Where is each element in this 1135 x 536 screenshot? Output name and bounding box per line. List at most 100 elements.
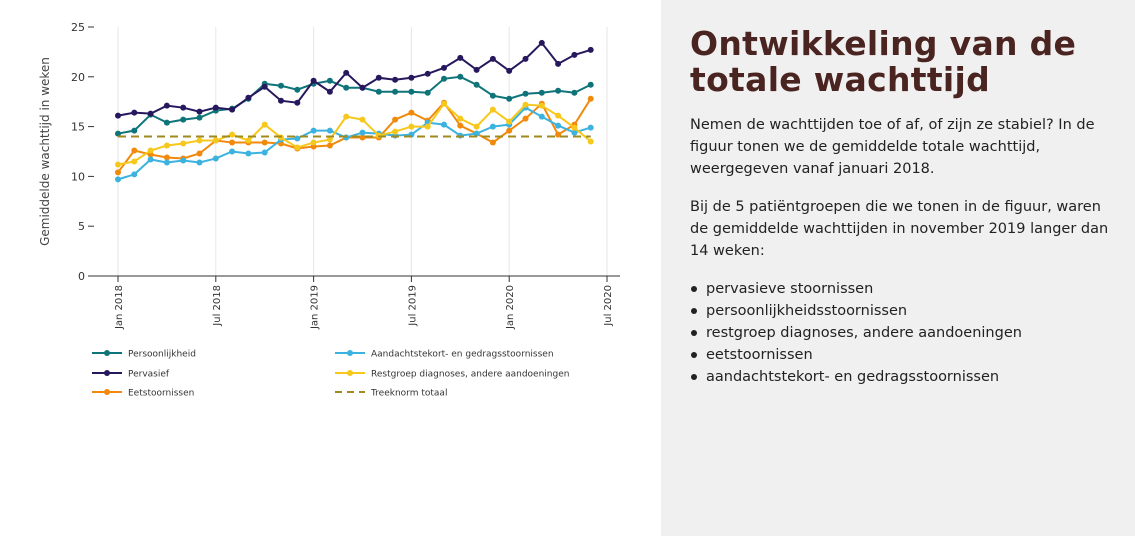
data-point: [424, 89, 431, 96]
legend-marker-4: [347, 370, 353, 376]
data-point: [180, 140, 187, 147]
data-point: [180, 116, 187, 123]
legend-marker-0: [104, 350, 110, 356]
data-point: [359, 84, 366, 91]
legend-marker-3: [347, 350, 353, 356]
data-point: [408, 74, 415, 81]
groups-paragraph: Bij de 5 patiëntgroepen die we tonen in …: [690, 199, 1109, 259]
legend-label: Treeknorm totaal: [370, 389, 447, 399]
x-tick-label: Jul 2018: [212, 285, 223, 327]
data-point: [587, 124, 594, 131]
data-point: [180, 104, 187, 111]
data-point: [343, 69, 350, 76]
data-point: [522, 55, 529, 62]
data-point: [294, 144, 301, 151]
y-tick-label: 20: [71, 71, 85, 84]
legend-marker-2: [104, 389, 110, 395]
data-point: [163, 142, 170, 149]
data-point: [147, 147, 154, 154]
data-point: [261, 139, 268, 146]
data-point: [278, 82, 284, 89]
data-point: [587, 138, 594, 145]
data-point: [261, 149, 268, 156]
bullet-icon: [691, 308, 697, 314]
data-point: [555, 112, 562, 119]
data-point: [196, 108, 203, 115]
x-tick-label: Jan 2019: [310, 285, 321, 330]
y-axis-label: Gemiddelde wachttijd in weken: [38, 57, 52, 246]
data-point: [163, 159, 170, 166]
data-point: [196, 150, 203, 157]
list-item-label: pervasieve stoornissen: [706, 281, 874, 297]
legend-label: Pervasief: [128, 370, 170, 380]
data-point: [163, 119, 170, 126]
data-point: [131, 109, 138, 116]
x-tick-label: Jan 2020: [505, 285, 516, 330]
data-point: [538, 102, 545, 109]
y-tick-label: 10: [71, 170, 85, 183]
data-point: [310, 77, 317, 84]
data-point: [180, 157, 187, 164]
data-point: [571, 129, 578, 136]
data-point: [408, 123, 415, 130]
line-chart: 0 5 10 15 20 25 Jan 2018 Jul 2018 Jan 2019 Jul 20…: [38, 21, 620, 399]
list-item-label: eetstoornissen: [706, 347, 813, 363]
data-point: [310, 139, 317, 146]
data-point: [131, 158, 138, 165]
data-point: [392, 116, 399, 123]
data-point: [196, 137, 203, 144]
data-point: [245, 137, 252, 144]
data-point: [326, 88, 333, 95]
data-point: [522, 115, 529, 122]
series-line-0: [117, 75, 592, 135]
list-item: persoonlijkheidsstoornissen: [690, 300, 1022, 322]
data-point: [343, 113, 350, 120]
data-point: [115, 176, 121, 183]
list-item-label: restgroep diagnoses, andere aandoeningen: [706, 325, 1022, 341]
data-point: [163, 102, 170, 109]
list-item: pervasieve stoornissen: [690, 278, 1022, 300]
data-point: [359, 129, 366, 136]
data-point: [587, 81, 594, 88]
y-tick-label: 5: [78, 220, 85, 233]
data-point: [489, 139, 496, 146]
data-point: [229, 106, 236, 113]
list-item-label: persoonlijkheidsstoornissen: [706, 303, 908, 319]
data-point: [229, 139, 236, 146]
data-point: [506, 127, 513, 134]
data-point: [571, 51, 578, 58]
data-point: [538, 113, 545, 120]
series-line-1: [117, 41, 591, 117]
data-point: [489, 55, 496, 62]
list-item-label: aandachtstekort- en gedragsstoornissen: [706, 369, 1000, 385]
bullet-icon: [691, 352, 697, 358]
data-point: [131, 127, 138, 134]
data-point: [441, 64, 447, 71]
legend-label: Aandachtstekort- en gedragsstoornissen: [371, 350, 554, 360]
data-point: [457, 54, 464, 61]
legend-label: Eetstoornissen: [128, 389, 194, 399]
data-point: [441, 121, 447, 128]
data-point: [441, 100, 447, 107]
intro-paragraph: Nemen de wachttijden toe of af, of zijn …: [690, 117, 1095, 177]
data-point: [392, 76, 399, 83]
data-point: [555, 87, 562, 94]
data-point: [571, 89, 578, 96]
data-point: [326, 127, 333, 134]
data-point: [408, 88, 415, 95]
list-item: eetstoornissen: [690, 344, 1022, 366]
list-item: restgroep diagnoses, andere aandoeningen: [690, 322, 1022, 344]
data-point: [473, 81, 480, 88]
data-point: [587, 46, 594, 53]
data-point: [326, 136, 333, 143]
data-point: [473, 66, 480, 73]
data-point: [489, 92, 496, 99]
y-tick-label: 15: [71, 121, 85, 134]
data-point: [131, 147, 138, 154]
chart-area: 0 5 10 15 20 25 Jan 2018 Jul 2018 Jan 2019 Jul 20…: [38, 21, 620, 399]
data-point: [229, 148, 236, 155]
data-point: [245, 150, 252, 157]
data-point: [212, 137, 219, 144]
data-point: [261, 121, 268, 128]
panel-title: Ontwikkeling van de totale wachttijd: [690, 24, 1077, 99]
